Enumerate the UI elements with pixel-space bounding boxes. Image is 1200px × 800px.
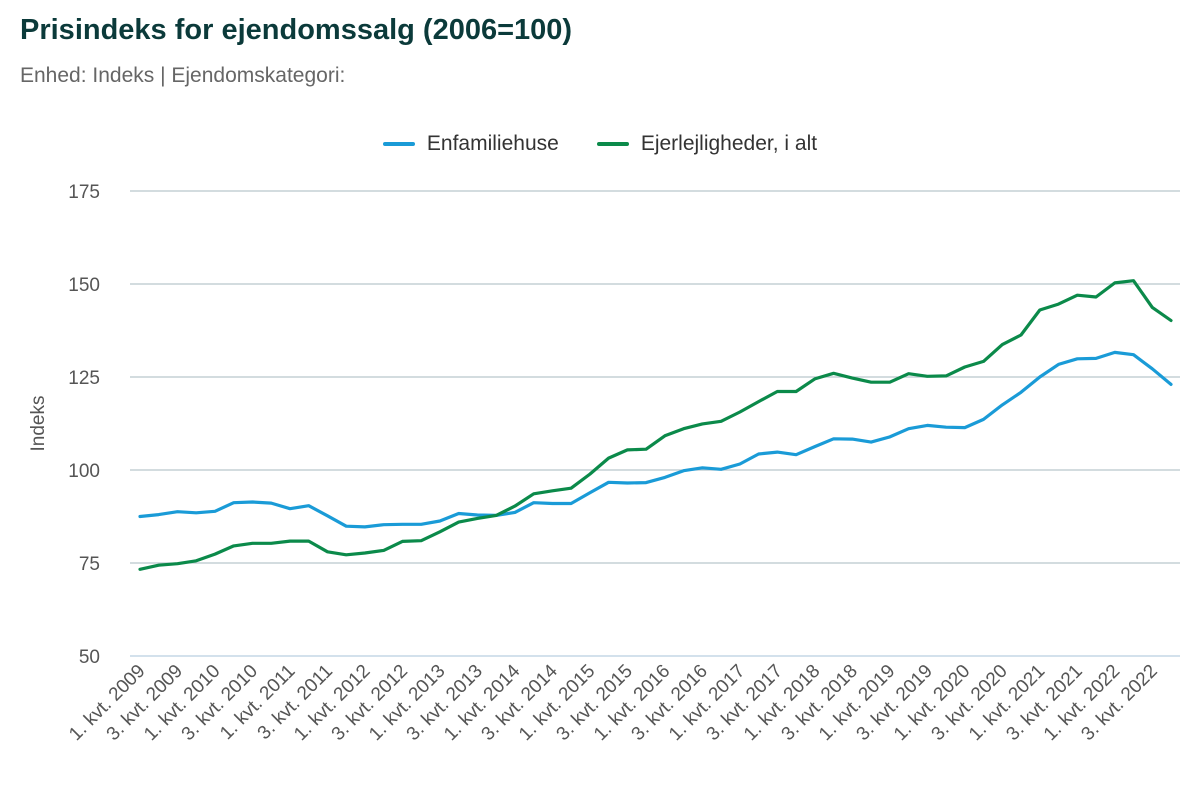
y-tick-label: 100 [68,461,100,482]
series-layer [138,279,1173,571]
legend-swatch-ejerlejligheder [596,142,629,146]
legend-item-ejerlejligheder[interactable]: Ejerlejligheder, i alt [596,132,818,156]
legend-swatch-enfamiliehuse [382,142,415,146]
series-line-enfamiliehuse[interactable] [138,350,1173,529]
y-tick-label: 75 [79,554,100,575]
y-tick-label: 150 [68,275,100,296]
y-axis: 50 75 100 125 150 175 [68,182,100,668]
y-tick-label: 50 [79,647,100,668]
legend-label-enfamiliehuse: Enfamiliehuse [426,132,559,155]
grid-layer [130,190,1180,657]
chart-title: Prisindeks for ejendomssalg (2006=100) [20,14,573,46]
y-axis-title: Indeks [28,396,49,452]
y-tick-label: 175 [68,182,100,203]
legend-item-enfamiliehuse[interactable]: Enfamiliehuse [382,132,559,156]
y-tick-label: 125 [68,368,100,389]
chart-subtitle: Enhed: Indeks | Ejendomskategori: [20,64,346,87]
series-line-ejerlejligheder[interactable] [138,279,1173,571]
legend: Enfamiliehuse Ejerlejligheder, i alt [0,132,1200,156]
legend-label-ejerlejligheder: Ejerlejligheder, i alt [640,132,818,155]
